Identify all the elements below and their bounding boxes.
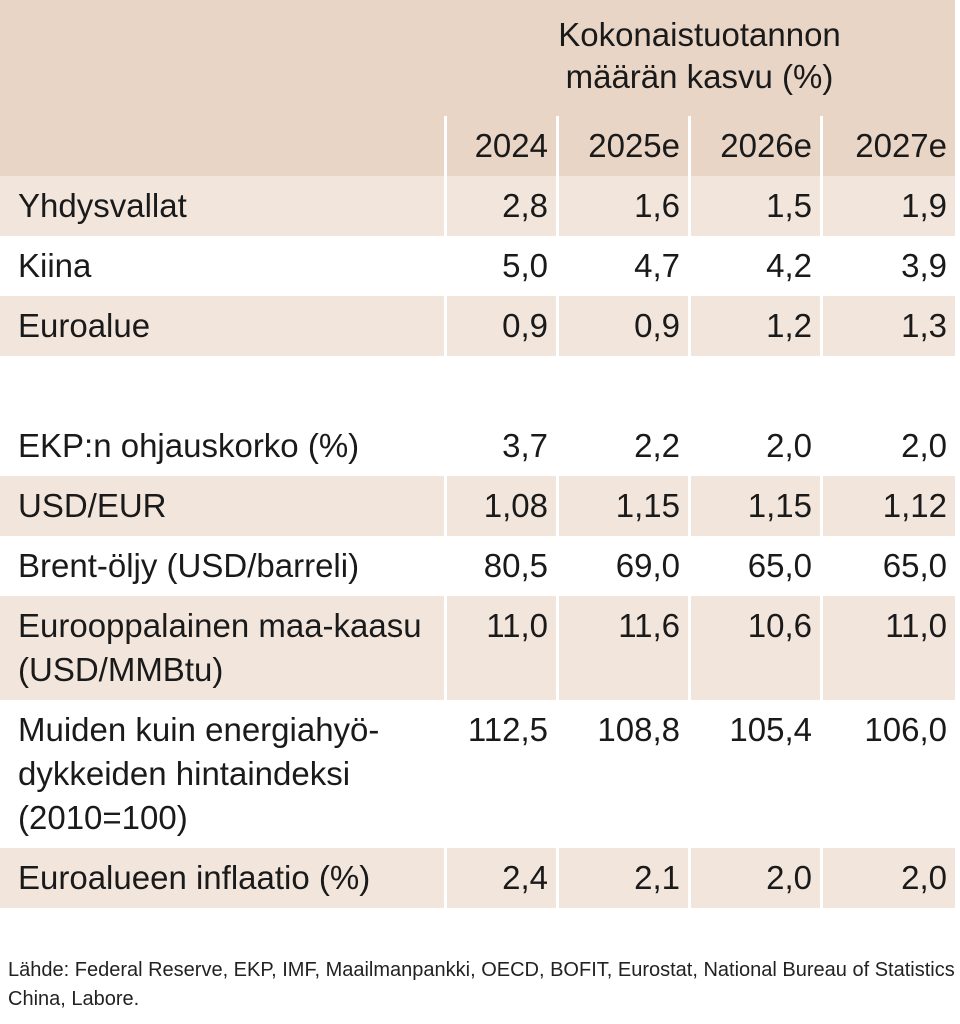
cell-value: 2,0 <box>820 848 955 908</box>
row-label: Kiina <box>18 247 92 284</box>
cell-value <box>556 356 688 416</box>
cell-value: 11,0 <box>444 596 556 700</box>
table-row: Muiden kuin energiahyö-dykkeiden hintain… <box>0 700 955 848</box>
cell-value <box>444 356 556 416</box>
cell-value: 11,6 <box>556 596 688 700</box>
table-body: Yhdysvallat 2,8 1,6 1,5 1,9 Kiina 5,0 4,7 4,2 3,9… <box>0 176 955 908</box>
cell-value: 112,5 <box>444 700 556 848</box>
cell-value: 1,15 <box>688 476 820 536</box>
cell-value: 2,4 <box>444 848 556 908</box>
row-label: EKP:n ohjauskorko (%) <box>18 427 360 464</box>
cell-value: 4,2 <box>688 236 820 296</box>
cell-value: 1,6 <box>556 176 688 236</box>
cell-value: 108,8 <box>556 700 688 848</box>
table-row: EKP:n ohjauskorko (%) 3,7 2,2 2,0 2,0 <box>0 416 955 476</box>
cell-value: 1,5 <box>688 176 820 236</box>
table-row: USD/EUR 1,08 1,15 1,15 1,12 <box>0 476 955 536</box>
row-label: Brent-öljy (USD/barreli) <box>18 547 360 584</box>
cell-value: 2,1 <box>556 848 688 908</box>
cell-value: 69,0 <box>556 536 688 596</box>
cell-value: 2,0 <box>688 416 820 476</box>
cell-value: 80,5 <box>444 536 556 596</box>
row-label <box>0 356 444 416</box>
cell-value: 1,12 <box>820 476 955 536</box>
table-row: Kiina 5,0 4,7 4,2 3,9 <box>0 236 955 296</box>
cell-value: 0,9 <box>556 296 688 356</box>
header-title-line2: määrän kasvu (%) <box>565 58 834 95</box>
cell-value: 11,0 <box>820 596 955 700</box>
row-label: Euroalue <box>18 307 151 344</box>
cell-value: 2,0 <box>688 848 820 908</box>
row-label: USD/EUR <box>18 487 167 524</box>
header-title-line1: Kokonaistuotannon <box>558 16 841 53</box>
cell-value: 2,2 <box>556 416 688 476</box>
cell-value: 1,9 <box>820 176 955 236</box>
cell-value: 3,9 <box>820 236 955 296</box>
header-title: Kokonaistuotannon määrän kasvu (%) <box>444 14 955 98</box>
cell-value: 0,9 <box>444 296 556 356</box>
cell-value: 4,7 <box>556 236 688 296</box>
cell-value: 10,6 <box>688 596 820 700</box>
source-note: Lähde: Federal Reserve, EKP, IMF, Maailm… <box>8 959 955 1010</box>
row-label: Muiden kuin energiahyö-dykkeiden hintain… <box>18 711 380 836</box>
row-label: Yhdysvallat <box>18 187 187 224</box>
table-row <box>0 356 955 416</box>
table-row: Euroalue 0,9 0,9 1,2 1,3 <box>0 296 955 356</box>
cell-value: 65,0 <box>820 536 955 596</box>
table-row: Yhdysvallat 2,8 1,6 1,5 1,9 <box>0 176 955 236</box>
cell-value: 5,0 <box>444 236 556 296</box>
cell-value: 3,7 <box>444 416 556 476</box>
cell-value: 1,08 <box>444 476 556 536</box>
cell-value: 1,3 <box>820 296 955 356</box>
table-row: Brent-öljy (USD/barreli) 80,5 69,0 65,0 65,0 <box>0 536 955 596</box>
year-header: 2024 <box>444 116 556 176</box>
row-label: Eurooppalainen maa-kaasu (USD/MMBtu) <box>18 607 422 688</box>
table-header: Kokonaistuotannon määrän kasvu (%) 2024 … <box>0 0 955 176</box>
table-row: Eurooppalainen maa-kaasu (USD/MMBtu) 11,0… <box>0 596 955 700</box>
cell-value <box>820 356 955 416</box>
forecast-table: Kokonaistuotannon määrän kasvu (%) 2024 … <box>0 0 955 908</box>
cell-value: 1,15 <box>556 476 688 536</box>
cell-value: 2,0 <box>820 416 955 476</box>
cell-value: 105,4 <box>688 700 820 848</box>
year-header: 2025e <box>556 116 688 176</box>
cell-value: 65,0 <box>688 536 820 596</box>
year-header: 2027e <box>820 116 955 176</box>
cell-value: 106,0 <box>820 700 955 848</box>
cell-value: 2,8 <box>444 176 556 236</box>
row-label: Euroalueen inflaatio (%) <box>18 859 371 896</box>
cell-value: 1,2 <box>688 296 820 356</box>
year-header: 2026e <box>688 116 820 176</box>
cell-value <box>688 356 820 416</box>
table-row: Euroalueen inflaatio (%) 2,4 2,1 2,0 2,0 <box>0 848 955 908</box>
